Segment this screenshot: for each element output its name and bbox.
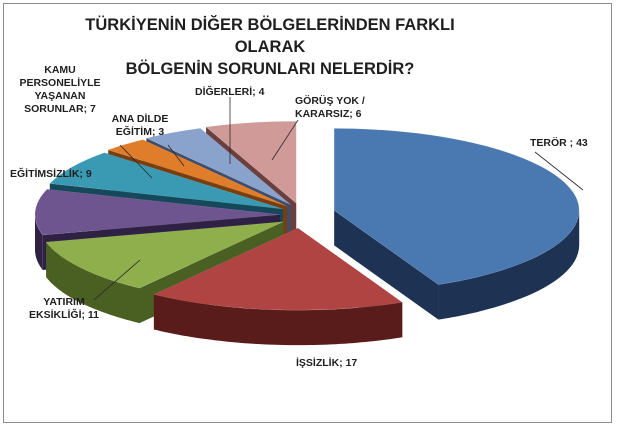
pie-slice-top-5: [107, 139, 287, 207]
data-label-0-0: TERÖR ; 43: [530, 136, 588, 149]
chart-title: TÜRKİYENİN DİĞER BÖLGELERİNDEN FARKLI OL…: [60, 14, 480, 80]
pie-slice-side-3-0: [35, 213, 43, 270]
leader-line-4: [119, 144, 153, 179]
data-label-5-0: ANA DİLDE: [112, 112, 169, 125]
pie-slice-top-7: [205, 120, 297, 204]
data-label-6-0: DİĞERLERİ; 4: [195, 85, 265, 98]
data-label-7-0: GÖRÜŞ YOK /: [295, 94, 365, 107]
chart-title-line-1: TÜRKİYENİN DİĞER BÖLGELERİNDEN FARKLI OL…: [85, 16, 455, 56]
leader-line-0: [534, 151, 584, 191]
pie-slice-top-3: [34, 188, 281, 236]
chart-title-line-2: BÖLGENİN SORUNLARI NELERDİR?: [125, 60, 415, 78]
pie-slice-top-6: [145, 127, 291, 205]
pie-slice-top-2: [45, 221, 284, 289]
pie-slice-1: [153, 227, 404, 346]
data-label-2-1: EKSİKLİĞİ; 11: [29, 308, 99, 321]
pie-slice-top-0: [333, 128, 580, 285]
pie-slice-side-0-0: [438, 210, 580, 320]
pie-slice-top-4: [49, 152, 283, 210]
pie-slice-top-1: [153, 227, 404, 311]
data-label-7-1: KARARSIZ; 6: [295, 108, 362, 120]
pie-slice-0: [333, 128, 580, 320]
data-label-4-1: PERSONELİYLE: [19, 76, 100, 89]
pie-slice-wall-0-1: [334, 210, 439, 320]
data-label-5-1: EĞİTİM; 3: [116, 125, 165, 138]
data-label-4-3: SORUNLAR; 7: [24, 103, 96, 115]
pie-slices: [34, 120, 580, 346]
pie-slice-side-1-0: [153, 294, 403, 346]
leader-line-7: [271, 119, 299, 161]
data-label-4-2: YAŞANAN: [35, 90, 86, 102]
data-labels: TERÖR ; 43 İŞSİZLİK; 17 YATIRIMEKSİKLİĞİ; …: [10, 64, 588, 369]
leader-line-2: [93, 259, 141, 301]
data-label-3-0: EĞİTİMSİZLİK; 9: [10, 167, 92, 180]
data-label-1-0: İŞSİZLİK; 17: [296, 356, 357, 369]
data-label-4-0: KAMU: [44, 64, 76, 76]
pie-slice-side-2-0: [46, 242, 140, 324]
data-label-2-0: YATIRIM: [43, 296, 85, 308]
leader-lines: [93, 97, 584, 301]
leader-line-5: [167, 144, 185, 167]
